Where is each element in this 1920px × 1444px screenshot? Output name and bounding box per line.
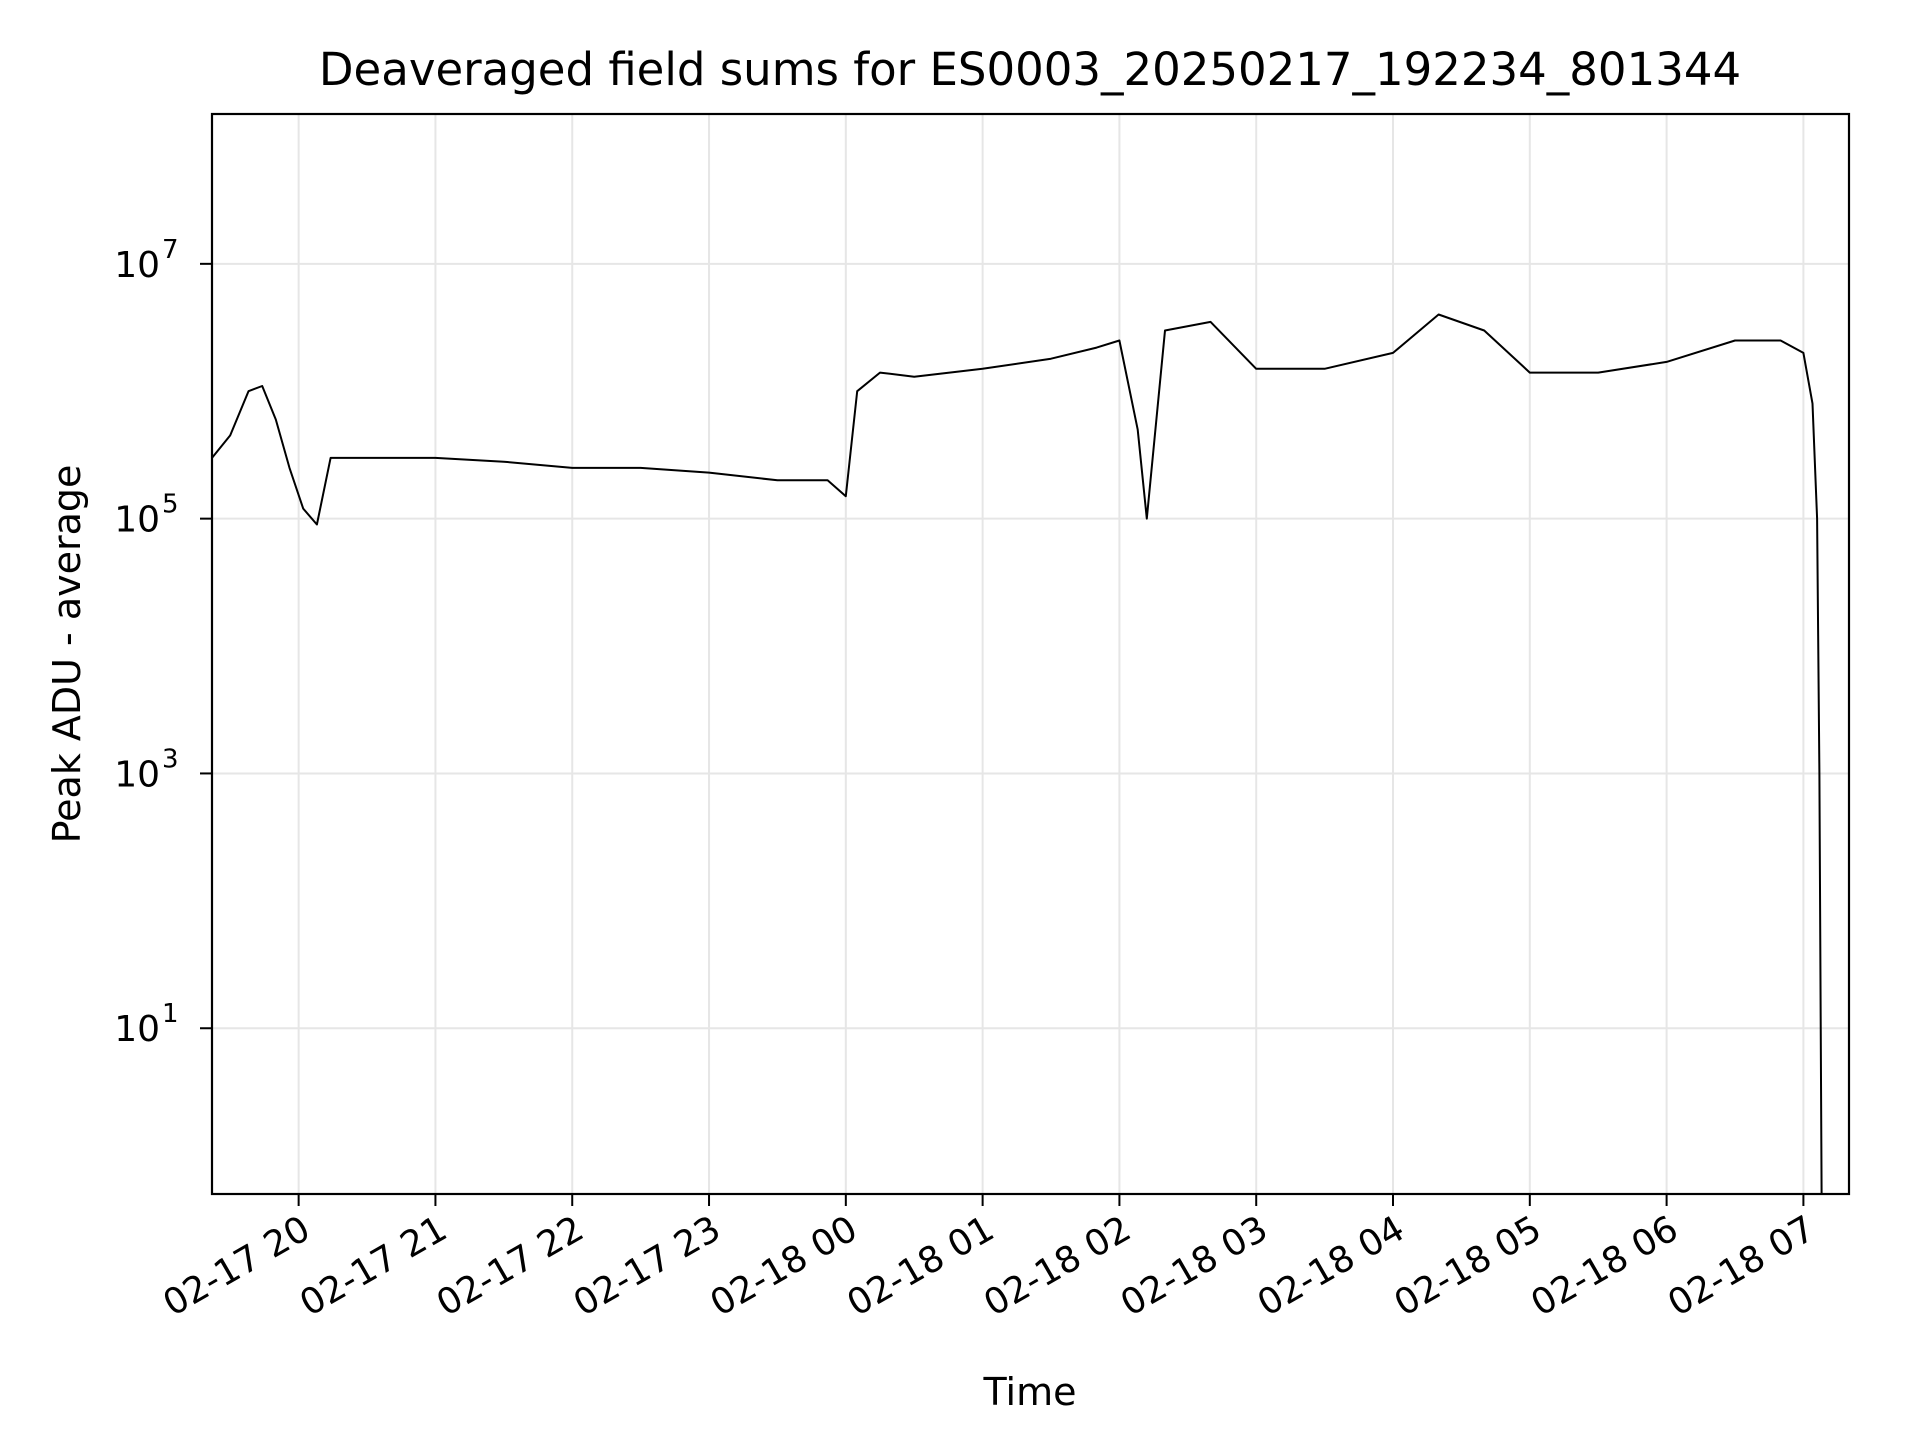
y-tick-label: 10 5 <box>114 490 178 541</box>
chart-title: Deaveraged field sums for ES0003_2025021… <box>319 43 1741 96</box>
plot-frame <box>210 112 1851 1196</box>
svg-text:10: 10 <box>114 500 160 541</box>
series-layer <box>211 313 1823 1195</box>
svg-text:5: 5 <box>162 490 179 520</box>
svg-text:3: 3 <box>162 744 179 774</box>
y-axis-label: Peak ADU - average <box>45 465 89 844</box>
y-tick-label: 10 7 <box>114 235 178 286</box>
svg-text:10: 10 <box>114 245 160 286</box>
series-line-0 <box>211 313 1823 1195</box>
svg-text:10: 10 <box>114 1009 160 1050</box>
svg-text:7: 7 <box>162 235 179 265</box>
svg-text:1: 1 <box>162 999 179 1029</box>
grid <box>212 114 1849 1194</box>
y-tick-label: 10 1 <box>114 999 178 1050</box>
y-tick-label: 10 3 <box>114 744 178 795</box>
svg-text:10: 10 <box>114 754 160 795</box>
x-axis-label: Time <box>983 1370 1077 1414</box>
